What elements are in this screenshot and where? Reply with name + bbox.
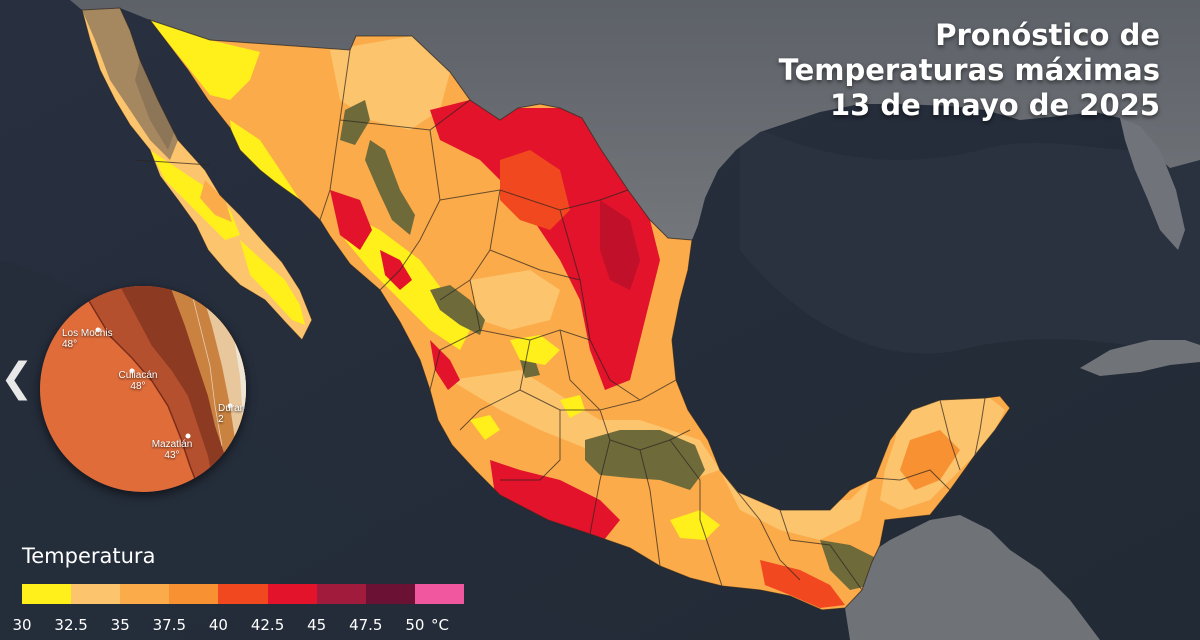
legend-swatch bbox=[120, 584, 170, 604]
inset-terrain bbox=[40, 286, 246, 492]
legend-tick-label: 47.5 bbox=[349, 616, 383, 634]
legend-tick-label: 45 bbox=[307, 616, 327, 634]
legend-swatch bbox=[22, 584, 72, 604]
title-line-2: Temperaturas máximas bbox=[778, 53, 1160, 87]
inset-city-los-mochis: Los Mochis 48° bbox=[62, 328, 113, 350]
legend-tick-label: 42.5 bbox=[250, 616, 285, 634]
legend-tick-label: 37.5 bbox=[152, 616, 187, 634]
legend-swatch bbox=[414, 584, 464, 604]
legend-tick-label: 50 bbox=[405, 616, 425, 634]
previous-slide-button[interactable]: ❮ bbox=[0, 355, 34, 401]
inset-city-mazatlan: Mazatlán 43° bbox=[151, 439, 193, 461]
legend-tick-label: 30 bbox=[12, 616, 32, 634]
legend-swatch bbox=[316, 584, 366, 604]
legend-color-bar bbox=[22, 584, 464, 604]
legend-ticks: 30 32.5 35 37.5 40 42.5 45 47.5 50 °C bbox=[0, 616, 500, 636]
legend-tick-label: 35 bbox=[110, 616, 130, 634]
title-line-3: 13 de mayo de 2025 bbox=[829, 88, 1160, 122]
legend-swatch bbox=[169, 584, 219, 604]
chevron-left-icon: ❮ bbox=[0, 355, 34, 401]
legend-title: Temperatura bbox=[22, 544, 156, 568]
inset-city-culiacan: Culiacán 48° bbox=[118, 370, 158, 392]
legend-swatch bbox=[218, 584, 268, 604]
legend-swatch bbox=[71, 584, 121, 604]
legend-tick-label: 32.5 bbox=[54, 616, 88, 634]
title-line-1: Pronóstico de bbox=[935, 18, 1160, 52]
legend-tick-label: 40 bbox=[208, 616, 228, 634]
legend-tick-label: °C bbox=[431, 616, 449, 634]
inset-zoom-map: Los Mochis 48° Culiacán 48° Mazatlán 43°… bbox=[40, 286, 246, 492]
legend-swatch bbox=[365, 584, 415, 604]
inset-city-durango: Durango 2 bbox=[218, 403, 246, 425]
map-title: Pronóstico de Temperaturas máximas 13 de… bbox=[779, 18, 1160, 123]
legend-swatch bbox=[267, 584, 317, 604]
